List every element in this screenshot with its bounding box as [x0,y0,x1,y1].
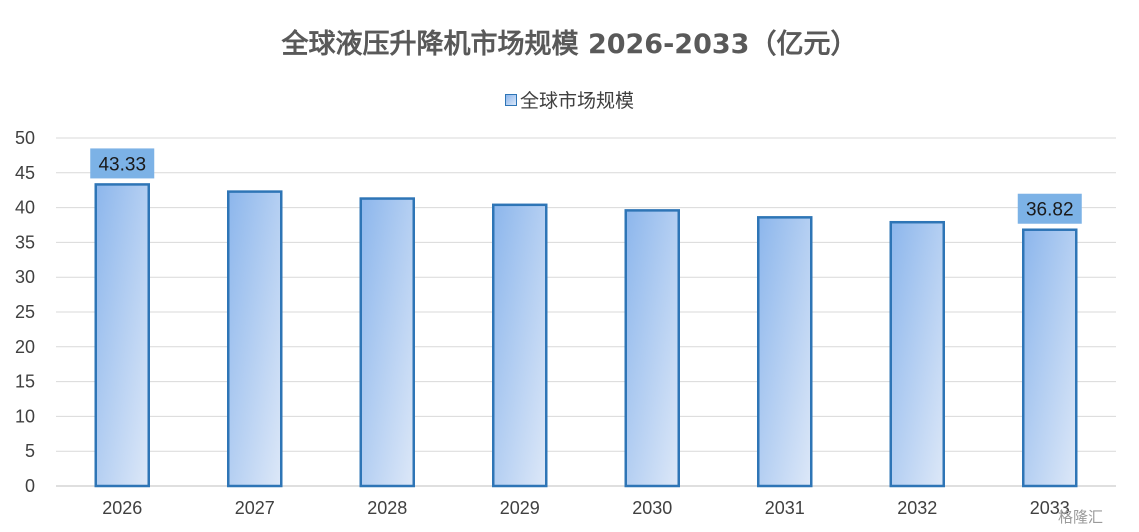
y-axis: 0 5 10 15 20 25 30 35 40 45 50 [15,128,35,496]
x-tick-label: 2028 [367,498,407,518]
y-tick-label: 50 [15,128,35,148]
x-tick-label: 2032 [897,498,937,518]
data-label-box [1017,193,1082,224]
x-tick-label: 2029 [500,498,540,518]
x-tick-label: 2027 [235,498,275,518]
data-label: 36.82 [1026,200,1074,221]
x-tick-label: 2033 [1030,498,1070,518]
bar-2026 [94,183,150,488]
bar-2028 [359,197,415,488]
y-tick-label: 30 [15,267,35,287]
y-tick-label: 35 [15,232,35,252]
y-tick-label: 20 [15,337,35,357]
legend: 全球市场规模 [0,86,1139,113]
bar-2032 [889,220,945,488]
gridlines [56,137,1116,487]
bars [94,183,1078,488]
chart-title: 全球液压升降机市场规模 2026-2033（亿元） [281,29,858,60]
data-label-box [90,148,155,179]
legend-swatch [504,93,517,106]
x-tick-label: 2031 [765,498,805,518]
y-tick-label: 15 [15,372,35,392]
y-tick-label: 40 [15,198,35,218]
y-tick-label: 5 [25,441,35,461]
legend-label: 全球市场规模 [519,90,634,112]
y-tick-label: 10 [15,406,35,426]
x-tick-label: 2030 [632,498,672,518]
x-axis: 2026 2027 2028 2029 2030 2031 2032 2033 [102,498,1070,518]
y-tick-label: 45 [15,163,35,183]
bar-2027 [227,190,283,488]
y-tick-label: 0 [25,476,35,496]
data-labels: 43.33 36.82 [90,148,1082,224]
data-label: 43.33 [98,154,146,175]
watermark-text: 格隆汇 [1058,508,1104,526]
bar-2029 [492,203,548,488]
x-tick-label: 2026 [102,498,142,518]
bar-2033 [1022,228,1078,488]
y-tick-label: 25 [15,302,35,322]
bar-2030 [624,209,680,488]
bar-2031 [757,216,813,488]
